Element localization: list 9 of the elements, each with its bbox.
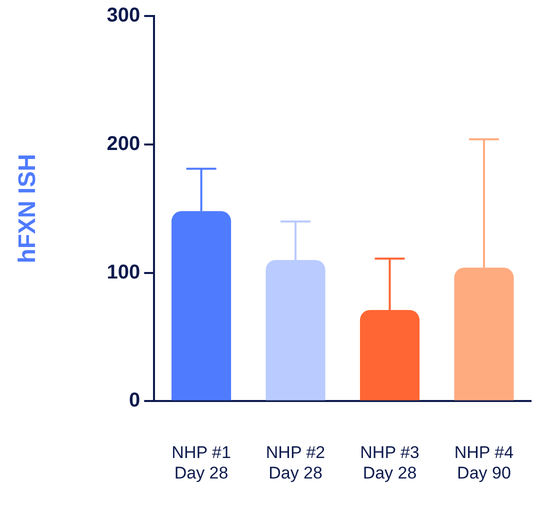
x-tick-label: NHP #2 Day 28 [266, 443, 326, 482]
x-tick-label: NHP #3 Day 28 [360, 443, 420, 482]
y-tick-label: 300 [106, 4, 140, 27]
y-tick-label: 200 [106, 132, 140, 155]
x-tick-label: NHP #1 Day 28 [172, 443, 231, 482]
x-tick-label: NHP #4 Day 90 [454, 443, 514, 482]
y-tick-label: 100 [106, 261, 140, 284]
y-tick-label: 0 [129, 390, 140, 412]
y-axis-title: hFXN ISH [14, 154, 42, 264]
